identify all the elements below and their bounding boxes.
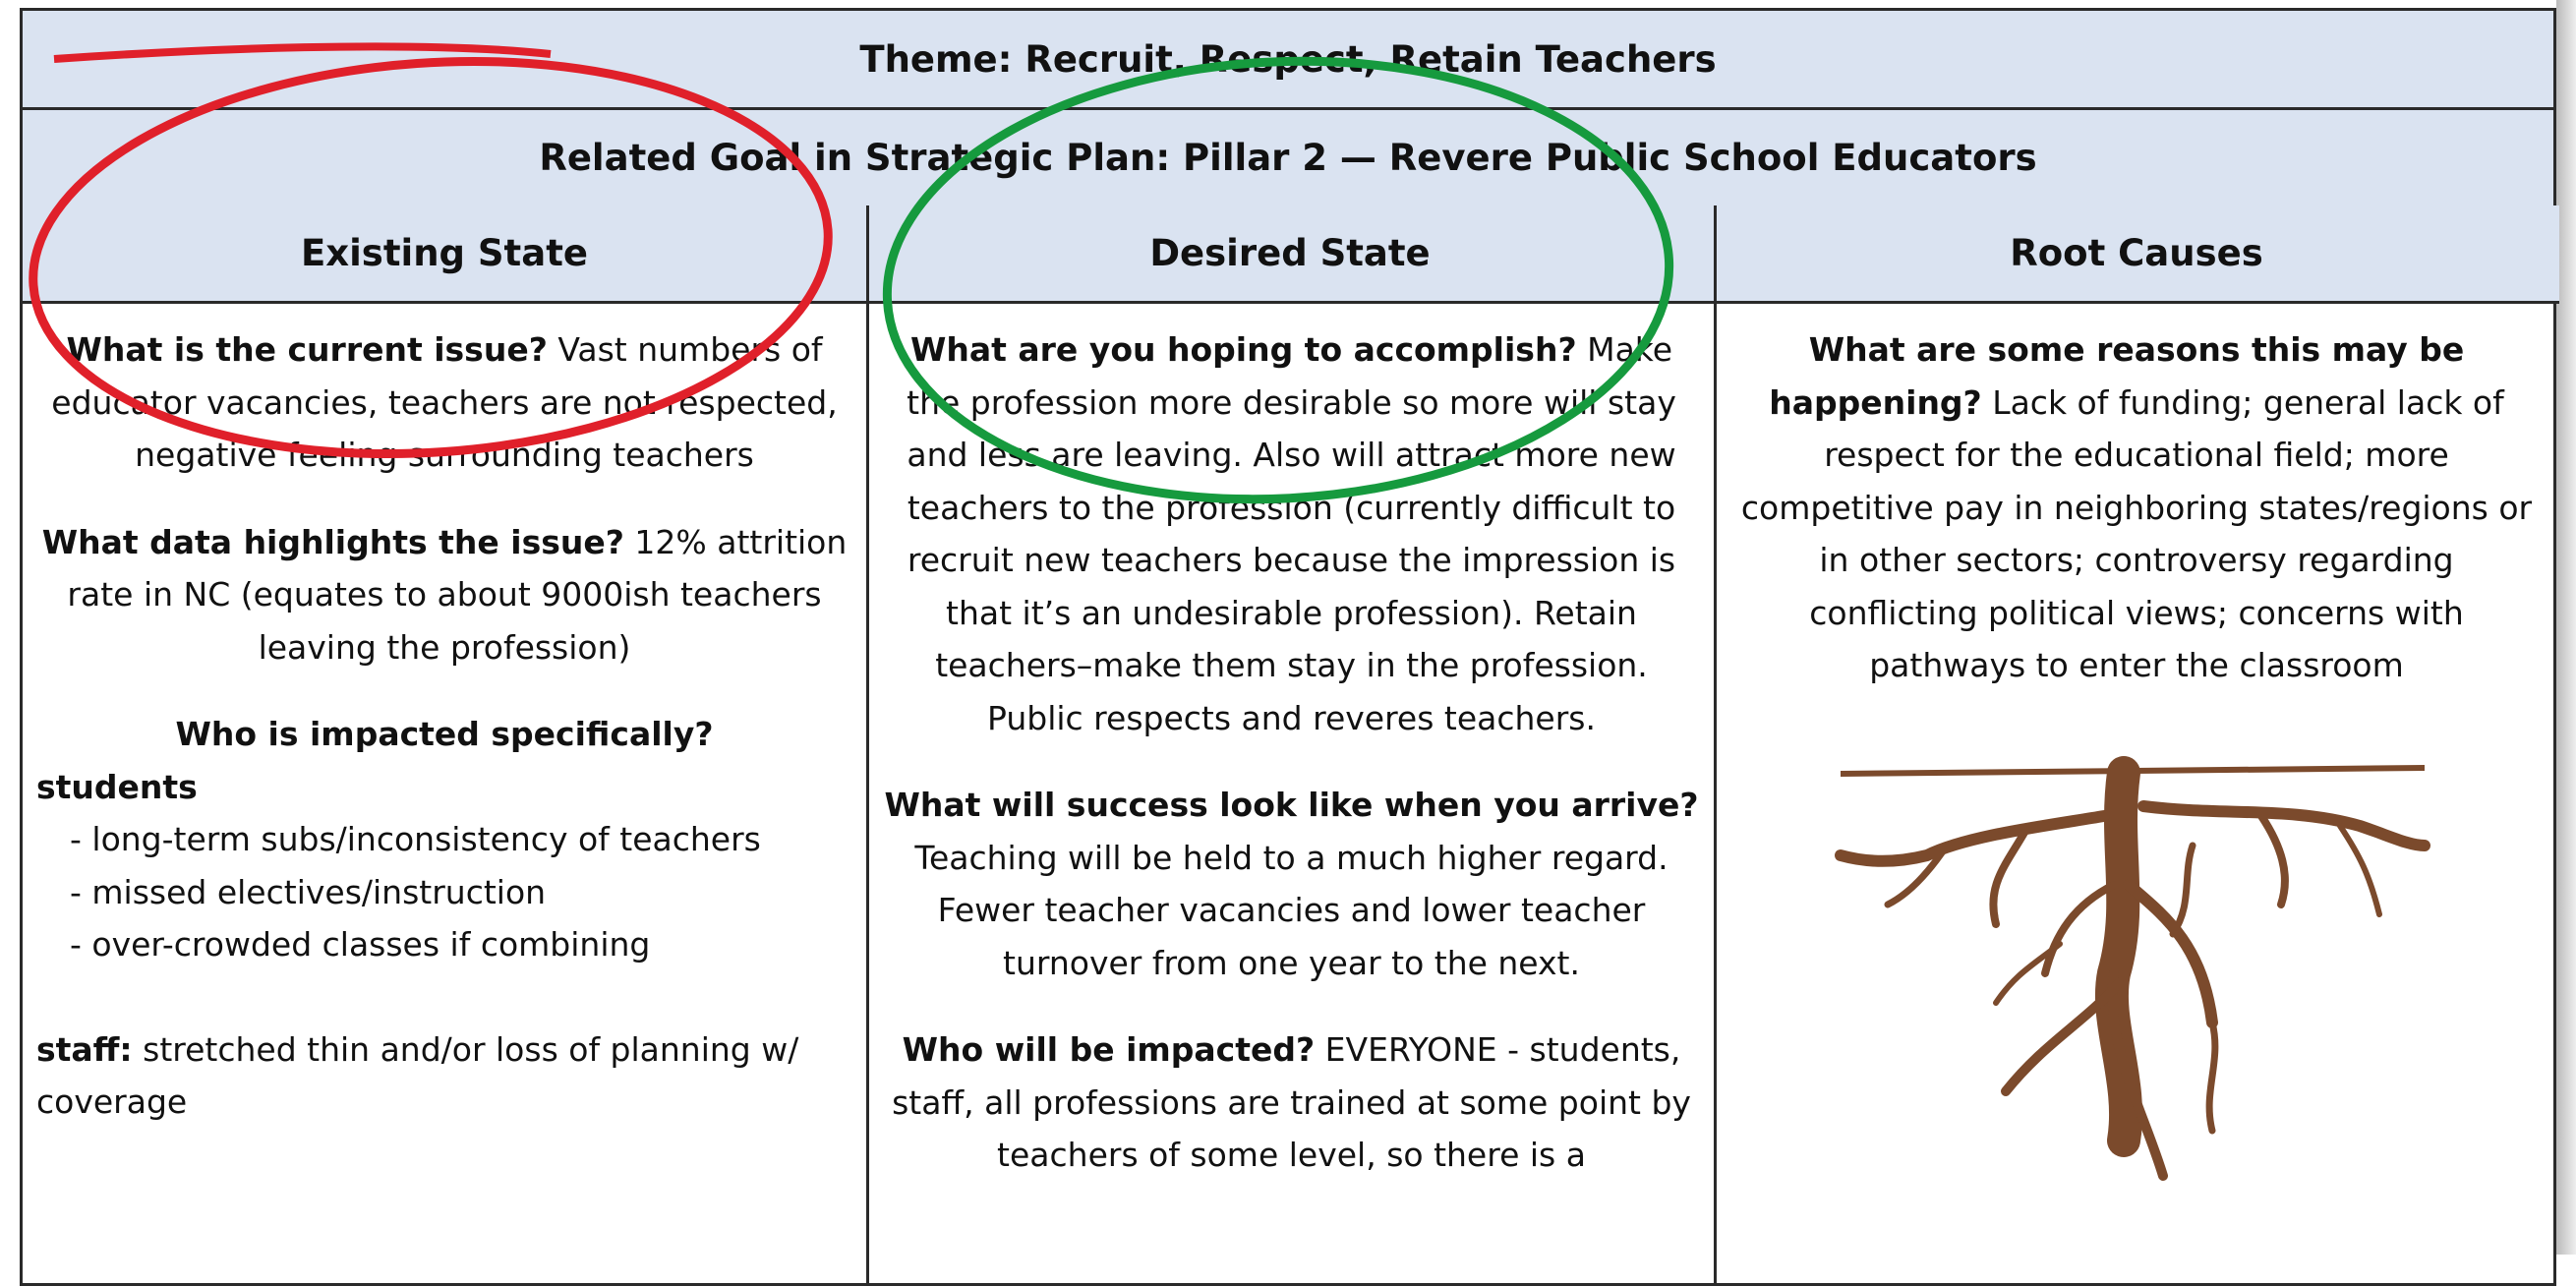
answer: EVERYONE - students, staff, all professi… <box>892 1030 1691 1174</box>
paragraph: Who will be impacted? EVERYONE - student… <box>883 1023 1700 1182</box>
staff: staff: stretched thin and/or loss of pla… <box>36 1023 852 1129</box>
question: What will success look like when you arr… <box>884 786 1699 824</box>
answer: Teaching will be held to a much higher r… <box>914 838 1669 982</box>
list-item: - long-term subs/inconsistency of teache… <box>70 820 761 858</box>
roots-icon <box>1835 756 2430 1181</box>
question: What are you hoping to accomplish? <box>909 330 1577 369</box>
answer: Make the profession more desirable so mo… <box>907 330 1676 737</box>
page-body: Theme: Recruit, Respect, Retain Teachers… <box>20 0 2576 1286</box>
red-stroke-annotation <box>53 42 552 63</box>
table: Theme: Recruit, Respect, Retain Teachers… <box>20 8 2559 1286</box>
list-item: - missed electives/instruction <box>70 872 547 911</box>
column-divider <box>1714 205 1717 1283</box>
column-title: Desired State <box>1149 232 1431 274</box>
question: What data highlights the issue? <box>41 522 624 561</box>
root-causes: What are some reasons this may be happen… <box>1717 323 2556 1283</box>
answer: Lack of funding; general lack of respect… <box>1740 382 2533 685</box>
green-circle-annotation <box>882 56 1674 504</box>
desired-state: What are you hoping to accomplish? Make … <box>869 323 1714 1283</box>
question: What are some reasons this may be happen… <box>1769 330 2465 422</box>
paragraph: What are some reasons this may be happen… <box>1730 323 2543 692</box>
column-divider <box>866 205 869 1283</box>
page-shadow <box>2556 0 2576 1255</box>
existing-state: What is the current issue? Vast numbers … <box>23 323 866 1283</box>
column-header: Existing State <box>23 205 866 304</box>
impacted: Who is impacted specifically? students -… <box>36 708 852 1129</box>
staff-text: stretched thin and/or loss of planning w… <box>36 1029 799 1122</box>
paragraph: What data highlights the issue? 12% attr… <box>36 516 852 674</box>
question: What is the current issue? <box>66 330 548 369</box>
paragraph: What are you hoping to accomplish? Make … <box>883 323 1700 744</box>
column-header: Root Causes <box>1714 205 2559 304</box>
red-circle-annotation <box>29 56 833 459</box>
column-title: Root Causes <box>2010 232 2263 274</box>
column-title: Existing State <box>300 232 588 274</box>
staff-label: staff: <box>36 1029 133 1069</box>
page: Recruit, Respect, Retain Teachers {"tabl… <box>20 0 2576 1286</box>
paragraph: What will success look like when you arr… <box>883 779 1700 989</box>
column-header: Desired State <box>866 205 1714 304</box>
question: Who is impacted specifically? <box>175 715 714 753</box>
question: Who will be impacted? <box>902 1030 1316 1069</box>
answer: 12% attrition rate in NC (equates to abo… <box>67 522 848 667</box>
group: students <box>36 767 198 806</box>
overlay <box>29 42 2430 1181</box>
list-item: - over-crowded classes if combining <box>70 925 651 964</box>
